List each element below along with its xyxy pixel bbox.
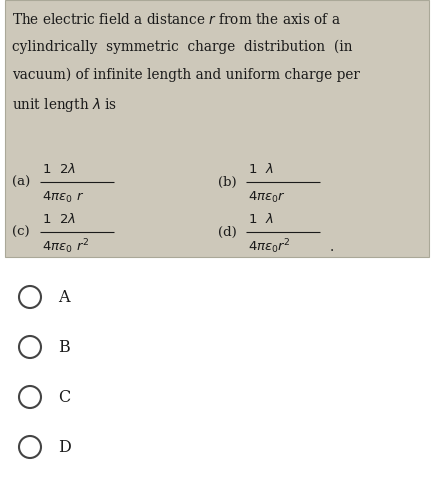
Text: (a): (a) [12, 176, 30, 188]
Text: $1\ \ \lambda$: $1\ \ \lambda$ [248, 162, 273, 176]
Text: B: B [58, 338, 70, 356]
Text: The electric field a distance $r$ from the axis of a: The electric field a distance $r$ from t… [12, 12, 341, 27]
Text: A: A [58, 288, 69, 306]
Text: D: D [58, 438, 71, 456]
Text: $4\pi\varepsilon_0\ r$: $4\pi\varepsilon_0\ r$ [42, 189, 84, 205]
Text: $4\pi\varepsilon_0 r^2$: $4\pi\varepsilon_0 r^2$ [248, 238, 291, 256]
Text: $4\pi\varepsilon_0 r$: $4\pi\varepsilon_0 r$ [248, 189, 286, 205]
Text: .: . [330, 240, 334, 254]
Text: C: C [58, 389, 70, 405]
Text: $4\pi\varepsilon_0\ r^2$: $4\pi\varepsilon_0\ r^2$ [42, 238, 89, 256]
Text: (b): (b) [218, 176, 237, 188]
Text: (c): (c) [12, 225, 30, 239]
FancyBboxPatch shape [5, 0, 429, 257]
Text: $1\ \ 2\lambda$: $1\ \ 2\lambda$ [42, 212, 76, 226]
Text: (d): (d) [218, 225, 237, 239]
Text: $1\ \ 2\lambda$: $1\ \ 2\lambda$ [42, 162, 76, 176]
Text: $1\ \ \lambda$: $1\ \ \lambda$ [248, 212, 273, 226]
Text: unit length $\lambda$ is: unit length $\lambda$ is [12, 96, 117, 114]
Text: cylindrically  symmetric  charge  distribution  (in: cylindrically symmetric charge distribut… [12, 40, 352, 55]
Text: vacuum) of infinite length and uniform charge per: vacuum) of infinite length and uniform c… [12, 68, 360, 82]
